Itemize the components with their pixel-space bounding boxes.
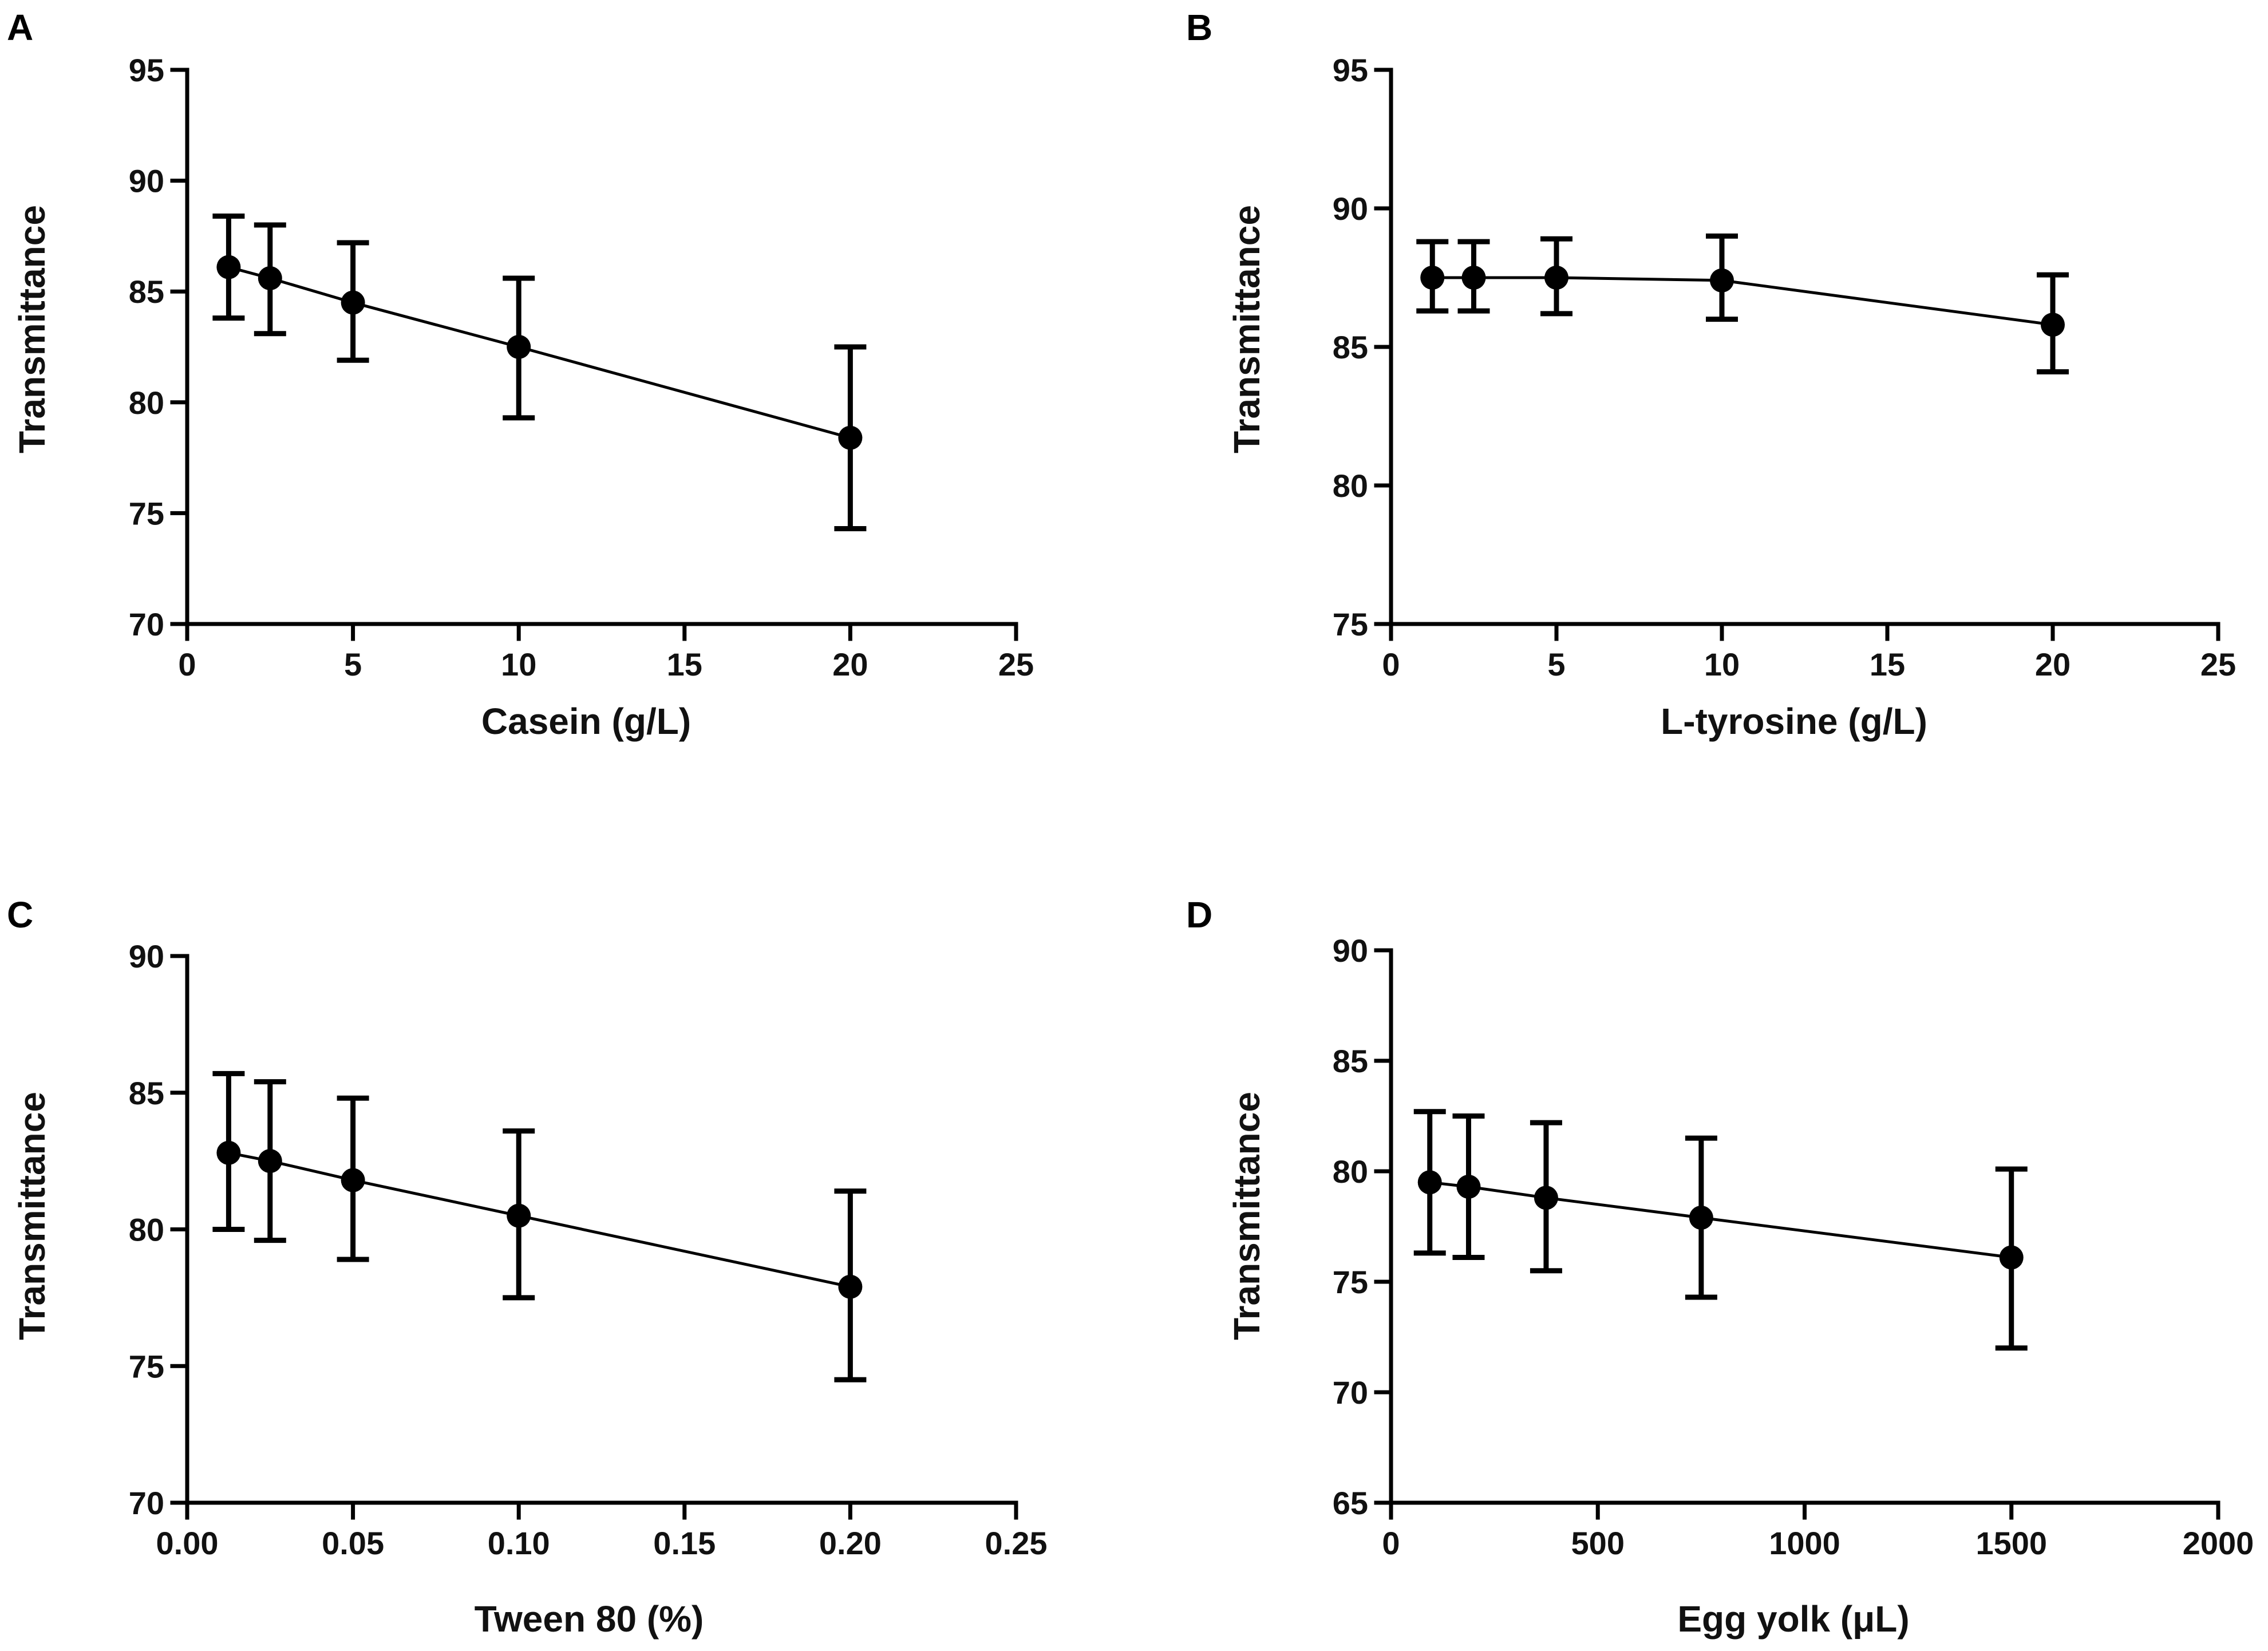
data-point (341, 1168, 365, 1192)
data-point (1420, 266, 1445, 290)
data-point (1461, 266, 1486, 290)
data-point (1456, 1175, 1481, 1199)
panel-letter: A (7, 7, 33, 48)
y-tick-label: 90 (129, 938, 164, 974)
x-tick-label: 500 (1571, 1525, 1625, 1561)
x-tick-label: 25 (998, 646, 1034, 682)
x-tick-label: 0.15 (653, 1525, 716, 1561)
series-line (1429, 1180, 2012, 1259)
x-tick-label: 0.00 (156, 1525, 219, 1561)
panel-c: C Tween 80 (%) Transmittance 70 75 80 85 90 0… (7, 894, 1048, 1640)
x-axis-title: L-tyrosine (g/L) (1661, 701, 1927, 742)
y-tick-label: 85 (1333, 1043, 1368, 1079)
panel-letter: B (1186, 7, 1212, 48)
y-tick-label: 75 (129, 495, 164, 531)
x-tick-label: 2000 (2183, 1525, 2254, 1561)
y-tick-label: 85 (129, 1075, 164, 1111)
panel-letter: D (1186, 894, 1212, 935)
data-point (258, 266, 282, 290)
panel-a: A Casein (g/L) Transmittance 70 75 80 85 90 9… (7, 7, 1034, 742)
y-tick-label: 75 (1333, 1264, 1368, 1300)
y-tick-label: 90 (1333, 191, 1368, 227)
x-tick-label: 0.20 (819, 1525, 882, 1561)
x-tick-label: 5 (344, 646, 362, 682)
x-tick-label: 1500 (1975, 1525, 2047, 1561)
y-tick-label: 80 (129, 385, 164, 421)
panel-d: D Egg yolk (μL) Transmittance 65 70 75 80 85… (1186, 894, 2254, 1640)
y-tick-label: 70 (129, 1485, 164, 1521)
y-tick-label: 90 (1333, 933, 1368, 969)
data-point (1417, 1170, 1442, 1195)
data-point (507, 1203, 531, 1228)
panel-b: B L-tyrosine (g/L) Transmittance 75 80 85 9… (1186, 7, 2236, 742)
y-tick-label: 80 (129, 1212, 164, 1248)
x-tick-label: 0 (178, 646, 196, 682)
data-point (258, 1149, 282, 1174)
x-tick-label: 0.10 (488, 1525, 550, 1561)
series-line (1432, 276, 2053, 326)
x-tick-label: 1000 (1769, 1525, 1840, 1561)
y-axis-title: Transmittance (1226, 1092, 1267, 1340)
y-tick-label: 65 (1333, 1485, 1368, 1521)
data-point (838, 425, 863, 450)
data-point (2041, 313, 2065, 337)
series-line (228, 1151, 851, 1289)
data-point (838, 1274, 863, 1299)
y-tick-label: 75 (129, 1348, 164, 1384)
data-point (341, 290, 365, 315)
x-axis-title: Tween 80 (%) (475, 1598, 704, 1640)
y-tick-label: 80 (1333, 468, 1368, 504)
x-tick-label: 0 (1382, 1525, 1400, 1561)
y-tick-label: 95 (129, 52, 164, 88)
y-tick-label: 75 (1333, 606, 1368, 642)
data-point (507, 335, 531, 359)
x-tick-label: 10 (1704, 646, 1740, 682)
y-tick-label: 85 (1333, 329, 1368, 365)
y-tick-label: 95 (1333, 52, 1368, 88)
x-tick-label: 20 (2035, 646, 2071, 682)
series-line (228, 266, 851, 440)
x-tick-label: 0 (1382, 646, 1400, 682)
x-tick-label: 15 (667, 646, 702, 682)
x-tick-label: 0.25 (985, 1525, 1048, 1561)
y-axis-title: Transmittance (11, 205, 53, 453)
data-point (216, 1140, 241, 1165)
panel-letter: C (7, 894, 33, 935)
y-axis-title: Transmittance (1226, 205, 1267, 453)
data-point (1710, 268, 1734, 293)
y-tick-label: 80 (1333, 1154, 1368, 1190)
y-tick-label: 70 (1333, 1374, 1368, 1411)
y-tick-label: 70 (129, 606, 164, 642)
x-axis-title: Egg yolk (μL) (1677, 1598, 1909, 1640)
x-tick-label: 10 (501, 646, 536, 682)
x-tick-label: 15 (1870, 646, 1905, 682)
y-axis-title: Transmittance (11, 1092, 53, 1340)
x-tick-label: 0.05 (322, 1525, 384, 1561)
data-point (216, 255, 241, 279)
y-tick-label: 90 (129, 163, 164, 199)
x-tick-label: 5 (1547, 646, 1565, 682)
x-tick-label: 20 (832, 646, 868, 682)
data-point (1689, 1206, 1713, 1230)
data-point (1999, 1245, 2024, 1270)
x-axis-title: Casein (g/L) (481, 701, 691, 742)
y-tick-label: 85 (129, 274, 164, 310)
data-point (1544, 266, 1568, 290)
data-point (1534, 1186, 1558, 1210)
x-tick-label: 25 (2200, 646, 2236, 682)
